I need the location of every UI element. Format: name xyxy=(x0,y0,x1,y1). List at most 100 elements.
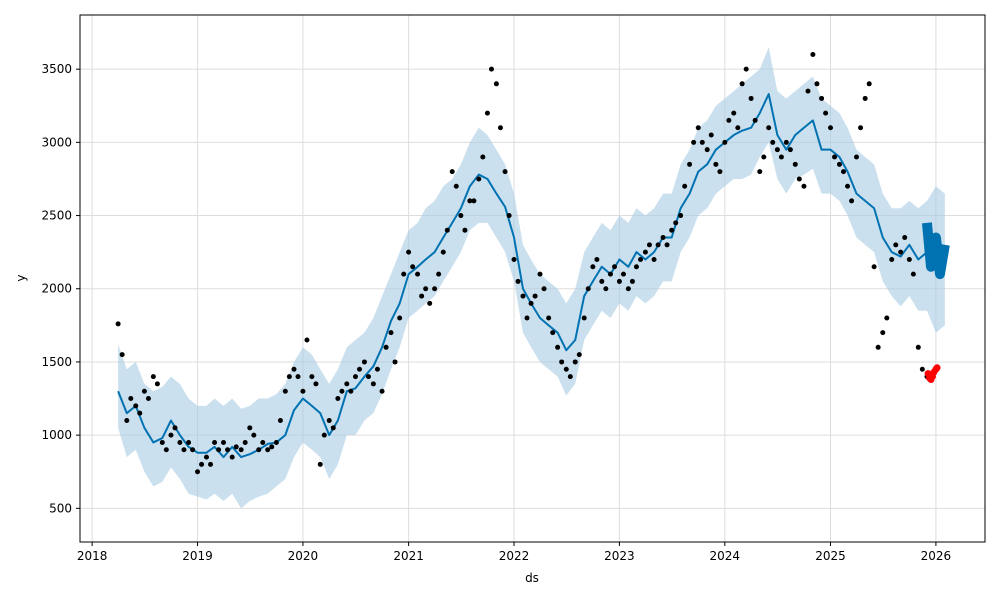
observed-point xyxy=(637,256,643,262)
observed-point xyxy=(761,154,767,160)
observed-point xyxy=(546,315,552,321)
observed-point xyxy=(581,315,587,321)
observed-point xyxy=(317,461,323,467)
observed-point xyxy=(651,256,657,262)
observed-point xyxy=(616,278,622,284)
observed-point xyxy=(787,147,793,153)
observed-point xyxy=(590,264,596,270)
observed-point xyxy=(699,139,705,145)
observed-point xyxy=(770,139,776,145)
observed-point xyxy=(664,242,670,248)
observed-point xyxy=(361,359,367,365)
observed-point xyxy=(370,381,376,387)
observed-point xyxy=(585,286,591,292)
observed-point xyxy=(792,161,798,167)
x-tick-label: 2026 xyxy=(921,549,952,563)
observed-point xyxy=(862,95,868,101)
observed-point xyxy=(203,454,209,460)
observed-point xyxy=(247,425,253,431)
observed-point xyxy=(752,117,758,123)
observed-point xyxy=(383,344,389,350)
observed-point xyxy=(419,293,425,299)
observed-point xyxy=(567,374,573,380)
observed-point xyxy=(493,81,499,87)
observed-point xyxy=(128,396,134,402)
observed-point xyxy=(572,359,578,365)
observed-point xyxy=(295,374,301,380)
observed-point xyxy=(335,396,341,402)
observed-point xyxy=(828,125,834,131)
y-axis-ticks: 500 1000 1500 2000 2500 3000 3500 xyxy=(41,62,80,515)
observed-point xyxy=(392,359,398,365)
observed-point xyxy=(453,183,459,189)
observed-point xyxy=(313,381,319,387)
observed-point xyxy=(168,432,174,438)
observed-point xyxy=(423,286,429,292)
y-tick-label: 500 xyxy=(49,501,72,515)
observed-point xyxy=(880,330,886,336)
y-tick-label: 2500 xyxy=(41,209,72,223)
observed-point xyxy=(532,293,538,299)
observed-point xyxy=(889,256,895,262)
observed-point xyxy=(221,439,227,445)
observed-point xyxy=(415,271,421,277)
observed-point xyxy=(778,154,784,160)
observed-point xyxy=(902,235,908,241)
observed-point xyxy=(731,110,737,116)
observed-point xyxy=(633,264,639,270)
observed-point xyxy=(480,154,486,160)
observed-point xyxy=(251,432,257,438)
observed-point xyxy=(330,425,336,431)
observed-point xyxy=(265,447,271,453)
observed-point xyxy=(655,242,661,248)
observed-point xyxy=(555,344,561,350)
observed-point xyxy=(273,439,279,445)
observed-point xyxy=(620,271,626,277)
observed-point xyxy=(704,147,710,153)
observed-point xyxy=(212,439,218,445)
observed-point xyxy=(256,447,262,453)
observed-point xyxy=(199,461,205,467)
observed-point xyxy=(190,447,196,453)
observed-point xyxy=(186,439,192,445)
observed-point xyxy=(233,444,239,450)
observed-point xyxy=(357,366,363,372)
observed-point xyxy=(195,469,201,475)
observed-point xyxy=(326,417,332,423)
observed-point xyxy=(796,176,802,182)
observed-point xyxy=(678,213,684,219)
observed-point xyxy=(682,183,688,189)
observed-point xyxy=(238,447,244,453)
observed-point xyxy=(277,417,283,423)
forecast-future-line xyxy=(921,222,950,280)
observed-point xyxy=(374,366,380,372)
x-tick-label: 2025 xyxy=(815,549,846,563)
observed-point xyxy=(823,110,829,116)
observed-point xyxy=(511,256,517,262)
observed-point xyxy=(225,447,231,453)
x-tick-label: 2022 xyxy=(499,549,530,563)
observed-point xyxy=(805,88,811,94)
x-tick-label: 2021 xyxy=(393,549,424,563)
observed-point xyxy=(603,286,609,292)
observed-point xyxy=(524,315,530,321)
observed-point xyxy=(520,293,526,299)
observed-point xyxy=(406,249,412,255)
observed-point xyxy=(137,410,143,416)
observed-point xyxy=(172,425,178,431)
observed-point xyxy=(576,352,582,358)
y-tick-label: 2000 xyxy=(41,282,72,296)
observed-point xyxy=(819,95,825,101)
y-tick-label: 1500 xyxy=(41,355,72,369)
observed-point xyxy=(841,169,847,175)
observed-point xyxy=(871,264,877,270)
x-tick-label: 2019 xyxy=(182,549,213,563)
x-tick-label: 2018 xyxy=(77,549,108,563)
observed-point xyxy=(642,249,648,255)
x-tick-label: 2020 xyxy=(288,549,319,563)
observed-point xyxy=(497,125,503,131)
observed-point xyxy=(537,271,543,277)
observed-point xyxy=(832,154,838,160)
observed-point xyxy=(229,454,235,460)
observed-point xyxy=(906,256,912,262)
